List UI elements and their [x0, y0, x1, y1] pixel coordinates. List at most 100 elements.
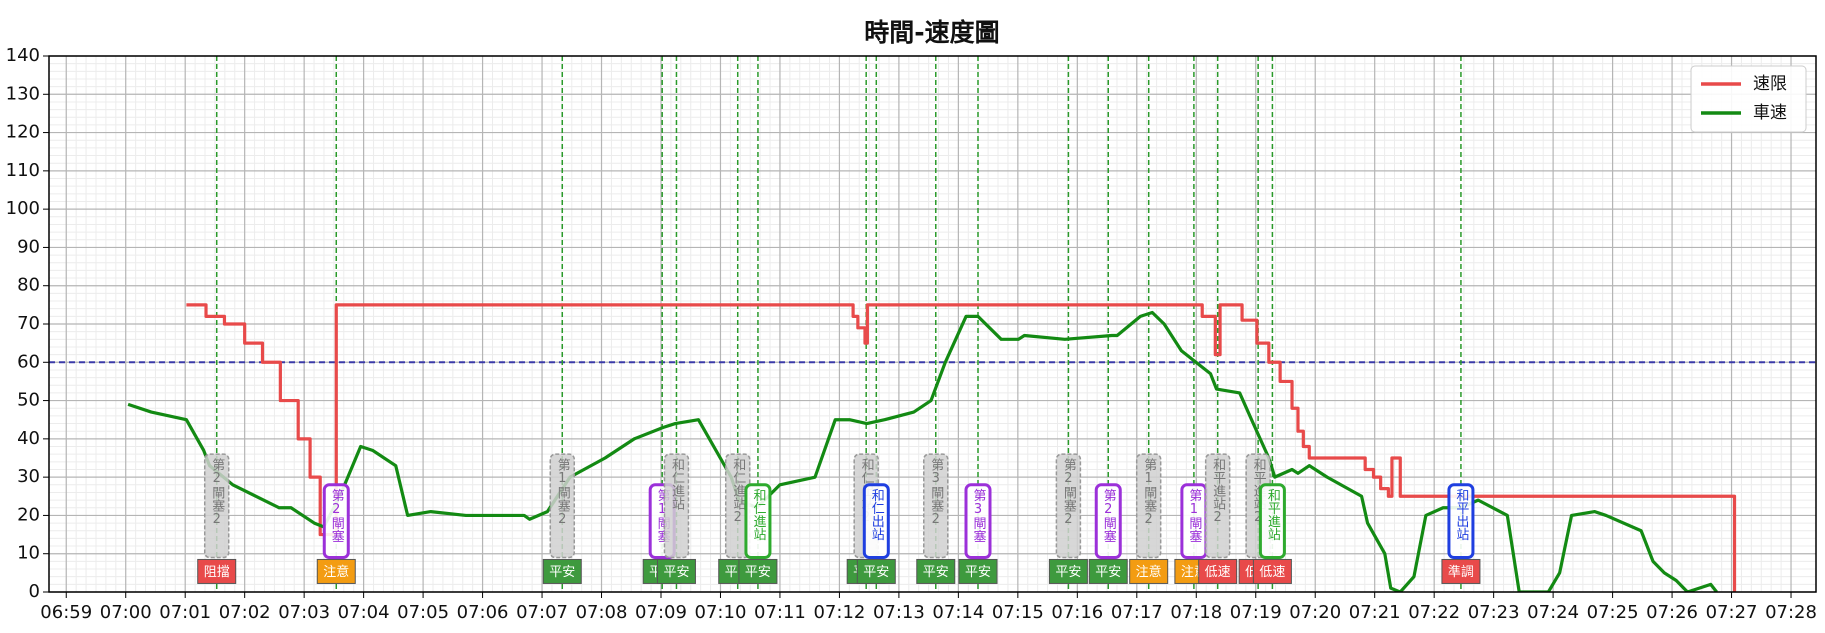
event-box	[744, 483, 772, 560]
y-tick-label: 30	[17, 466, 40, 487]
event-box	[203, 453, 230, 559]
event-label: 第1閘塞	[1186, 489, 1202, 543]
x-tick-label: 07:23	[1468, 602, 1520, 623]
series-line	[127, 310, 1718, 592]
y-tick-label: 60	[17, 351, 40, 372]
y-tick-label: 80	[17, 275, 40, 296]
event-box	[1258, 483, 1286, 560]
y-tick-label: 70	[17, 313, 40, 334]
status-label: 準調	[1448, 564, 1474, 580]
status-box	[856, 558, 896, 584]
y-tick-label: 120	[6, 122, 40, 143]
status-label: 注意	[1136, 564, 1162, 580]
x-tick-label: 07:03	[278, 602, 330, 623]
status-label: 平安	[1095, 565, 1121, 580]
x-tick-label: 07:09	[635, 602, 687, 623]
x-tick-label: 07:22	[1408, 602, 1460, 623]
status-box	[1129, 558, 1169, 584]
status-label: 注意	[323, 564, 349, 580]
x-tick-label: 07:21	[1349, 602, 1401, 623]
x-tick-label: 07:26	[1646, 602, 1698, 623]
status-box	[316, 558, 356, 584]
legend-box	[1690, 65, 1807, 133]
y-tick-label: 130	[6, 83, 40, 104]
status-box	[1048, 558, 1088, 584]
x-tick-label: 06:59	[40, 602, 92, 623]
event-box	[322, 483, 350, 560]
x-tick-label: 07:05	[397, 602, 449, 623]
status-label: 平安	[549, 565, 575, 580]
event-box	[1447, 483, 1475, 560]
status-label: 平安	[745, 565, 771, 580]
series-line	[186, 303, 1737, 592]
x-tick-label: 07:27	[1706, 602, 1758, 623]
status-box	[916, 558, 956, 584]
x-tick-label: 07:16	[1051, 602, 1103, 623]
x-tick-label: 07:10	[695, 602, 747, 623]
event-label: 第3閘塞2	[928, 458, 944, 527]
x-tick-label: 07:07	[516, 602, 568, 623]
event-label: 和平出站	[1453, 489, 1469, 541]
status-label: 平安	[1055, 565, 1081, 580]
status-box	[542, 558, 582, 584]
status-box	[958, 558, 998, 584]
event-label: 和平進站	[1265, 489, 1281, 541]
status-box	[738, 558, 778, 584]
status-box	[1252, 558, 1292, 584]
event-label: 第2閘塞2	[209, 458, 225, 527]
event-label: 第2閘塞2	[1061, 458, 1077, 527]
event-box	[1055, 453, 1082, 559]
status-label: 平安	[663, 565, 689, 580]
x-tick-label: 07:00	[100, 602, 152, 623]
event-box	[923, 453, 949, 559]
event-box	[862, 483, 890, 560]
status-label: 低速	[1205, 565, 1231, 580]
x-tick-label: 07:14	[932, 602, 984, 623]
x-tick-label: 07:01	[159, 602, 211, 623]
legend-label: 車速	[1753, 103, 1787, 123]
y-tick-label: 50	[17, 390, 40, 411]
x-tick-label: 07:06	[457, 602, 509, 623]
x-tick-label: 07:13	[873, 602, 925, 623]
y-tick-label: 110	[6, 160, 40, 181]
event-box	[549, 453, 576, 559]
x-tick-label: 07:12	[813, 602, 865, 623]
event-label: 和平進站2	[1210, 458, 1226, 525]
status-box	[197, 558, 237, 584]
x-tick-label: 07:04	[338, 602, 390, 623]
event-label: 和仁進站	[669, 458, 685, 510]
event-label: 第1閘塞2	[1141, 458, 1157, 527]
x-tick-label: 07:28	[1765, 602, 1817, 623]
status-label: 平安	[863, 565, 889, 580]
y-tick-label: 90	[17, 236, 40, 257]
status-box	[656, 558, 696, 584]
event-box	[1094, 483, 1122, 560]
y-tick-label: 140	[6, 45, 40, 66]
event-label: 第2閘塞	[329, 489, 345, 543]
status-label: 平安	[965, 565, 991, 580]
x-tick-label: 07:15	[992, 602, 1044, 623]
x-tick-label: 07:11	[754, 602, 806, 623]
x-tick-label: 07:25	[1587, 602, 1639, 623]
x-tick-label: 07:18	[1170, 602, 1222, 623]
chart-title: 時間-速度圖	[864, 18, 999, 47]
event-box	[964, 483, 992, 560]
status-box	[1198, 558, 1238, 584]
y-tick-label: 20	[17, 504, 40, 525]
x-tick-label: 07:08	[576, 602, 628, 623]
status-label: 平安	[923, 565, 949, 580]
y-tick-label: 100	[6, 198, 40, 219]
y-tick-label: 10	[17, 543, 40, 564]
event-box	[1135, 453, 1162, 559]
status-box	[1088, 558, 1128, 584]
event-label: 和仁出站	[869, 489, 885, 541]
legend-label: 速限	[1753, 74, 1787, 94]
event-label: 第2閘塞	[1101, 489, 1117, 543]
x-tick-label: 07:24	[1527, 602, 1579, 623]
event-label: 和仁進站2	[730, 458, 746, 525]
x-tick-label: 07:17	[1111, 602, 1163, 623]
event-box	[1204, 453, 1231, 559]
x-tick-label: 07:02	[219, 602, 271, 623]
event-label: 第3閘塞	[970, 489, 986, 543]
